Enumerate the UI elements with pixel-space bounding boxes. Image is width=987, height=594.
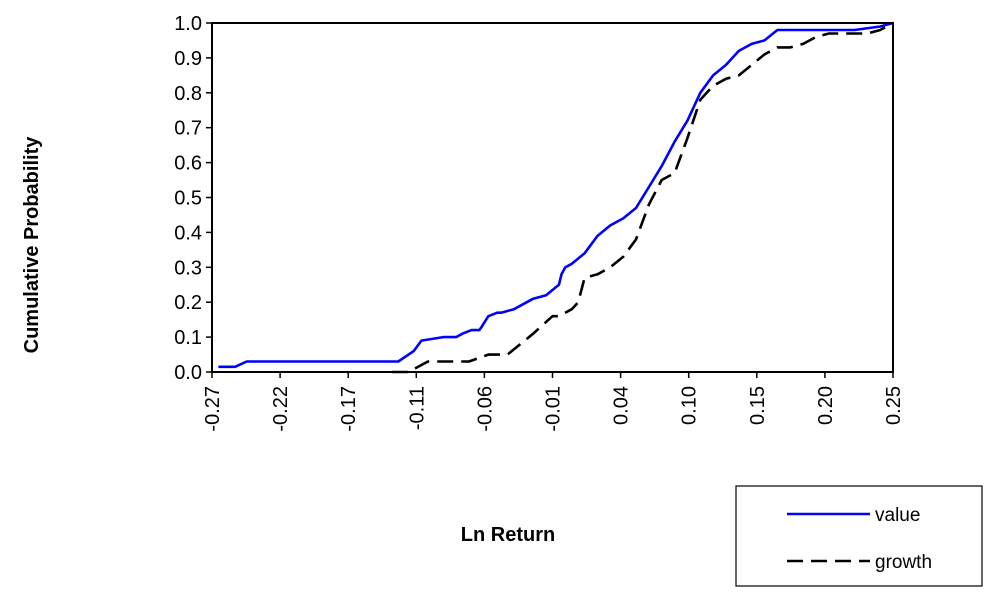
series-line-value: [218, 21, 894, 369]
x-tick-label: -0.01: [543, 386, 565, 432]
legend: value growth: [735, 485, 983, 587]
legend-box: [735, 485, 983, 587]
y-tick-label: 0.9: [174, 48, 202, 70]
x-tick-label: -0.11: [406, 386, 428, 430]
x-tick-label: -0.27: [202, 386, 224, 432]
x-tick-label: 0.20: [815, 386, 837, 425]
x-tick-label: 0.25: [883, 386, 905, 425]
y-axis-title: Cumulative Probability: [21, 136, 43, 354]
x-tick-label: -0.17: [338, 386, 360, 432]
y-tick-label: 0.7: [174, 118, 202, 140]
y-tick-label: 0.0: [174, 362, 202, 384]
y-tick-label: 0.6: [174, 153, 202, 175]
legend-label-growth: growth: [875, 552, 932, 573]
x-axis-title: Ln Return: [461, 524, 555, 546]
plot-frame: [211, 22, 894, 373]
y-tick-label: 1.0: [174, 13, 202, 35]
y-tick-label: 0.3: [174, 257, 202, 279]
y-tick-label: 0.1: [174, 327, 202, 349]
y-tick-label: 0.2: [174, 292, 202, 314]
legend-label-value: value: [875, 505, 920, 526]
series-line-growth: [391, 21, 894, 374]
x-tick-label: 0.15: [747, 386, 769, 425]
x-tick-label: -0.22: [270, 386, 292, 432]
y-tick-label: 0.4: [174, 222, 202, 244]
y-tick-label: 0.8: [174, 83, 202, 105]
x-tick-label: 0.04: [611, 386, 633, 425]
x-tick-label: 0.10: [679, 386, 701, 425]
y-axis-ticks: 0.0 0.1 0.2 0.3 0.4 0.5 0.6 0.7 0.8 0.9 1.0: [174, 13, 212, 384]
series-layer: [218, 21, 894, 374]
x-axis-ticks: -0.27 -0.22 -0.17 -0.11 -0.06 -0.01 0.04 0.10 0.…: [202, 372, 905, 432]
y-tick-label: 0.5: [174, 188, 202, 210]
x-tick-label: -0.06: [474, 386, 496, 432]
